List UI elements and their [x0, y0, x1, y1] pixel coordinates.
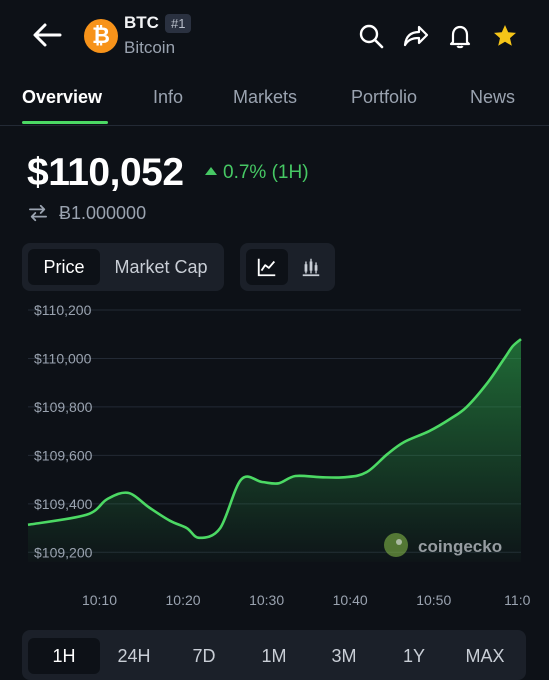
x-tick-label: 10:20 [166, 592, 201, 608]
bitcoin-glyph: ₿ [92, 23, 110, 48]
metric-toggle: Price Market Cap [22, 243, 224, 291]
range-7d-button[interactable]: 7D [192, 646, 216, 666]
y-tick-label: $109,400 [34, 496, 93, 512]
price-change-value: 0.7% (1H) [223, 162, 309, 183]
tab-news[interactable]: News [470, 87, 516, 107]
price-change: 0.7% (1H) [205, 162, 309, 184]
y-tick-label: $109,600 [34, 447, 93, 463]
price-toggle-button[interactable]: Price [28, 249, 100, 285]
y-tick-label: $110,200 [34, 302, 92, 318]
star-icon[interactable] [491, 22, 519, 50]
tab-portfolio[interactable]: Portfolio [351, 87, 418, 107]
coingecko-watermark: coingecko [384, 533, 502, 557]
x-tick-label: 10:40 [333, 592, 368, 608]
coin-header: ₿ BTC #1 Bitcoin [0, 0, 549, 72]
range-1h-button[interactable]: 1H [28, 638, 100, 674]
line-chart-button[interactable] [246, 249, 288, 285]
chart-type-toggle [240, 243, 335, 291]
x-tick-label: 11:0 [504, 592, 530, 608]
gecko-eye-icon [396, 539, 402, 545]
price-line [27, 338, 522, 540]
active-tab-indicator [22, 121, 108, 124]
x-tick-label: 10:30 [249, 592, 284, 608]
price-area [28, 339, 521, 562]
rank-badge: #1 [165, 14, 192, 33]
gecko-logo-icon [384, 533, 408, 557]
range-1y-button[interactable]: 1Y [402, 646, 426, 666]
y-tick-label: $109,800 [34, 399, 93, 415]
share-icon[interactable] [401, 22, 429, 50]
range-3m-button[interactable]: 3M [331, 646, 357, 666]
range-max-button[interactable]: MAX [465, 646, 505, 666]
bitcoin-logo-icon: ₿ [84, 19, 118, 53]
current-price: $110,052 [27, 151, 184, 194]
swap-arrows-icon [29, 204, 47, 222]
market-cap-toggle-button[interactable]: Market Cap [114, 257, 208, 277]
tab-bar: Overview Info Markets Portfolio News [0, 76, 549, 126]
search-icon[interactable] [357, 22, 385, 50]
bell-icon[interactable] [446, 22, 474, 50]
candlestick-chart-icon [302, 258, 320, 277]
price-chart[interactable]: $110,200 $110,000 $109,800 $109,600 $109,400… [0, 300, 549, 620]
up-triangle-icon [205, 167, 217, 175]
watermark-text: coingecko [418, 537, 502, 556]
x-tick-label: 10:10 [82, 592, 117, 608]
range-24h-button[interactable]: 24H [117, 646, 151, 666]
x-tick-label: 10:50 [416, 592, 451, 608]
btc-conversion: Ƀ1.000000 [27, 203, 146, 224]
price-chart-svg[interactable]: $110,200 $110,000 $109,800 $109,600 $109,400… [0, 300, 549, 620]
tab-overview[interactable]: Overview [22, 87, 103, 107]
y-tick-label: $110,000 [34, 350, 92, 366]
tab-markets[interactable]: Markets [233, 87, 298, 107]
y-tick-label: $109,200 [34, 544, 93, 560]
range-1m-button[interactable]: 1M [261, 646, 287, 666]
coin-name: Bitcoin [124, 38, 176, 57]
tab-info[interactable]: Info [153, 87, 184, 107]
candlestick-chart-button[interactable] [290, 249, 332, 285]
back-arrow-icon[interactable] [30, 20, 64, 50]
btc-value: Ƀ1.000000 [59, 203, 147, 223]
line-chart-icon [257, 258, 276, 277]
time-range-selector: 1H 24H 7D 1M 3M 1Y MAX [22, 630, 526, 680]
coin-symbol: BTC [124, 13, 159, 32]
